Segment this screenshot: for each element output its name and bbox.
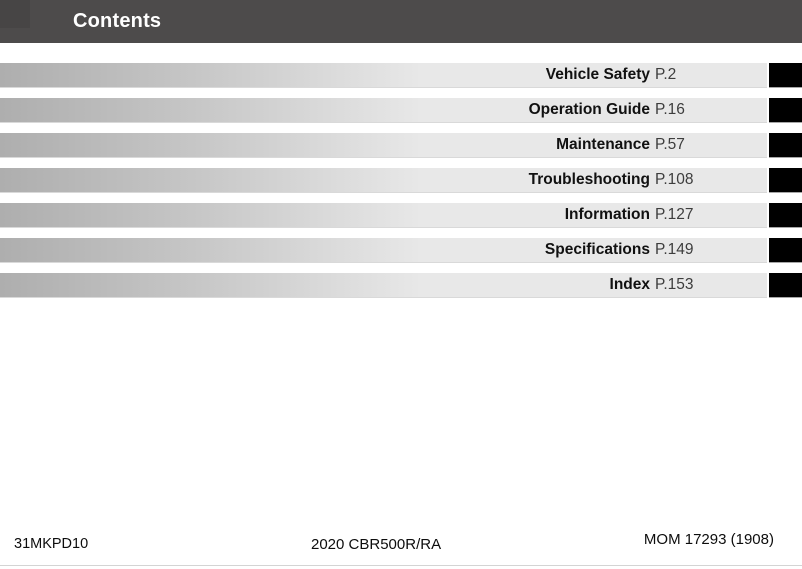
toc-tab-gap	[767, 203, 769, 227]
toc-item-label: Vehicle Safety	[545, 66, 650, 83]
toc-item-page-ref: P.57	[655, 136, 685, 153]
toc-item-operation-guide[interactable]: Operation Guide P.16	[0, 98, 802, 122]
toc-item-index[interactable]: Index P.153	[0, 273, 802, 297]
toc-item-label: Index	[609, 276, 650, 293]
toc-tab-gap	[767, 133, 769, 157]
bottom-divider	[0, 565, 802, 566]
toc-item-information[interactable]: Information P.127	[0, 203, 802, 227]
toc-item-label: Specifications	[544, 241, 650, 258]
toc-tab-gap	[767, 273, 769, 297]
toc-tab-marker	[769, 63, 802, 87]
toc-item-vehicle-safety[interactable]: Vehicle Safety P.2	[0, 63, 802, 87]
toc-bar: Specifications P.149	[0, 238, 767, 262]
page-title: Contents	[73, 10, 162, 32]
toc-item-label: Troubleshooting	[528, 171, 650, 188]
toc-item-page-ref: P.153	[655, 276, 694, 293]
toc-tab-marker	[769, 238, 802, 262]
toc-bar: Maintenance P.57	[0, 133, 767, 157]
toc-tab-marker	[769, 168, 802, 192]
toc-tab-marker	[769, 203, 802, 227]
toc-tab-marker	[769, 98, 802, 122]
toc-bar: Vehicle Safety P.2	[0, 63, 767, 87]
toc-bar: Troubleshooting P.108	[0, 168, 767, 192]
toc-tab-gap	[767, 98, 769, 122]
toc-bar: Information P.127	[0, 203, 767, 227]
toc-tab-gap	[767, 63, 769, 87]
toc-bar: Index P.153	[0, 273, 767, 297]
footer-part-code: 31MKPD10	[14, 536, 89, 552]
toc-item-troubleshooting[interactable]: Troubleshooting P.108	[0, 168, 802, 192]
toc-tab-gap	[767, 168, 769, 192]
toc-item-page-ref: P.2	[655, 66, 677, 83]
footer-print-code: MOM 17293 (1908)	[643, 531, 774, 548]
toc-item-page-ref: P.108	[655, 171, 694, 188]
toc-item-page-ref: P.127	[655, 206, 694, 223]
toc-item-page-ref: P.149	[655, 241, 694, 258]
toc-item-specifications[interactable]: Specifications P.149	[0, 238, 802, 262]
toc-tab-gap	[767, 238, 769, 262]
toc-item-maintenance[interactable]: Maintenance P.57	[0, 133, 802, 157]
toc-tab-marker	[769, 273, 802, 297]
toc-item-label: Operation Guide	[528, 101, 650, 118]
toc-item-label: Information	[564, 206, 650, 223]
toc-bar: Operation Guide P.16	[0, 98, 767, 122]
header-corner-mark	[0, 0, 30, 28]
toc-tab-marker	[769, 133, 802, 157]
contents-header: Contents	[0, 0, 802, 43]
toc-item-label: Maintenance	[556, 136, 650, 153]
table-of-contents: Vehicle Safety P.2 Operation Guide P.16 …	[0, 63, 802, 308]
footer-model-name: 2020 CBR500R/RA	[311, 536, 442, 553]
toc-item-page-ref: P.16	[655, 101, 685, 118]
